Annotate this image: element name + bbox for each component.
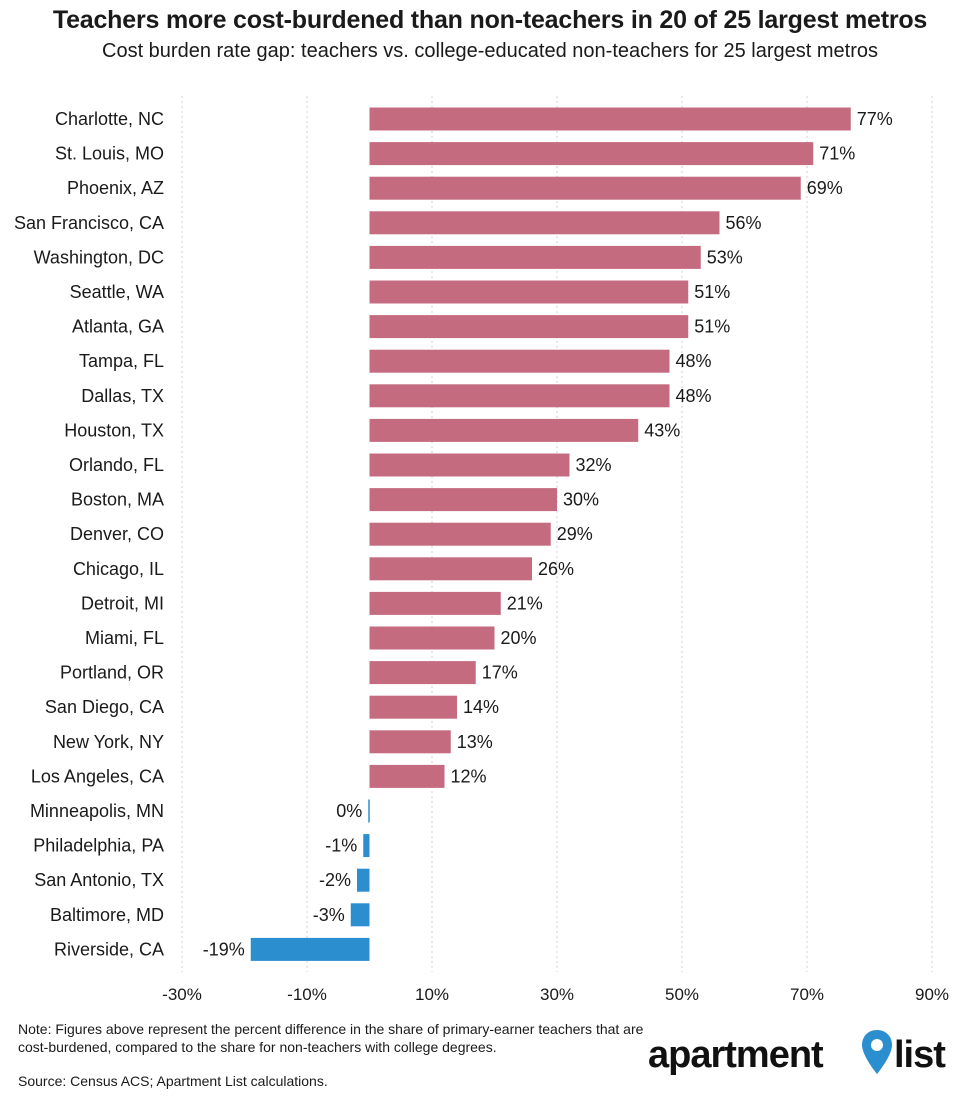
value-label: 32% (576, 455, 612, 475)
category-label: Riverside, CA (54, 939, 164, 959)
value-label: 14% (463, 697, 499, 717)
bar (369, 176, 801, 200)
bar (369, 695, 457, 719)
category-label: Atlanta, GA (72, 317, 164, 337)
value-labels: 77%71% 69% 56% 53% 51% 51% 48% 48% 43% 32% 30% 29% 2… (203, 109, 893, 959)
grid-lines (181, 96, 933, 972)
value-label: 43% (644, 420, 680, 440)
bar (250, 937, 370, 961)
logo-word-list: list (894, 1034, 946, 1076)
bar (363, 834, 370, 858)
x-tick-label: 10% (415, 985, 449, 1004)
bar (369, 626, 495, 650)
bar (369, 245, 701, 269)
bar (369, 280, 689, 304)
value-label: 53% (707, 247, 743, 267)
bar (369, 142, 814, 166)
value-label: 30% (563, 490, 599, 510)
category-label: Boston, MA (71, 490, 164, 510)
category-label: Dallas, TX (81, 386, 164, 406)
bar (369, 522, 551, 546)
x-tick-label: -30% (162, 985, 202, 1004)
category-label: St. Louis, MO (55, 144, 164, 164)
value-label: 48% (676, 386, 712, 406)
value-label: 29% (557, 524, 593, 544)
value-label: 20% (501, 628, 537, 648)
bars (250, 107, 851, 961)
value-label: 17% (482, 663, 518, 683)
value-label: 51% (694, 317, 730, 337)
value-label: 56% (726, 213, 762, 233)
category-label: Chicago, IL (73, 559, 164, 579)
chart-subtitle: Cost burden rate gap: teachers vs. colle… (102, 40, 878, 62)
bar (350, 903, 370, 927)
value-label: 77% (857, 109, 893, 129)
category-label: Baltimore, MD (50, 905, 164, 925)
category-label: Minneapolis, MN (30, 801, 164, 821)
value-label: 48% (676, 351, 712, 371)
bar (369, 557, 532, 581)
category-labels: Charlotte, NC St. Louis, MO Phoenix, AZ San… (14, 109, 164, 959)
value-label: 51% (694, 282, 730, 302)
category-label: San Diego, CA (45, 697, 164, 717)
value-label: 0% (336, 801, 362, 821)
value-label: 69% (807, 178, 843, 198)
bar (369, 107, 851, 131)
bar-chart: Charlotte, NC St. Louis, MO Phoenix, AZ San… (14, 96, 949, 1004)
value-label: 21% (507, 593, 543, 613)
value-label: 13% (457, 732, 493, 752)
value-label: -19% (203, 939, 245, 959)
value-label: -3% (313, 905, 345, 925)
bar (369, 384, 670, 408)
bar (369, 349, 670, 373)
chart-title: Teachers more cost-burdened than non-tea… (52, 6, 928, 34)
apartment-list-logo: apartment list (648, 1028, 968, 1088)
value-label: 26% (538, 559, 574, 579)
category-label: Portland, OR (60, 663, 164, 683)
map-pin-icon (862, 1030, 892, 1074)
category-label: Seattle, WA (70, 282, 164, 302)
category-label: San Francisco, CA (14, 213, 164, 233)
bar (368, 799, 370, 823)
category-label: Washington, DC (34, 247, 164, 267)
value-label: 71% (819, 144, 855, 164)
bar (369, 730, 451, 754)
x-tick-label: 30% (540, 985, 574, 1004)
bar (369, 591, 501, 615)
category-label: Miami, FL (85, 628, 164, 648)
logo-word-apartment: apartment (648, 1034, 824, 1076)
bar (369, 418, 639, 442)
category-label: Houston, TX (64, 420, 164, 440)
bar (369, 315, 689, 339)
category-label: Tampa, FL (79, 351, 164, 371)
source-text: Source: Census ACS; Apartment List calcu… (18, 1073, 328, 1089)
category-label: Denver, CO (70, 524, 164, 544)
category-label: Philadelphia, PA (33, 836, 164, 856)
bar (369, 453, 570, 477)
category-label: Detroit, MI (81, 593, 164, 613)
category-label: New York, NY (53, 732, 164, 752)
category-label: Phoenix, AZ (67, 178, 164, 198)
category-label: Los Angeles, CA (31, 766, 164, 786)
category-label: San Antonio, TX (34, 870, 164, 890)
x-tick-label: -10% (287, 985, 327, 1004)
category-label: Charlotte, NC (55, 109, 164, 129)
footnote: Note: Figures above represent the percen… (18, 1021, 644, 1055)
x-tick-label: 70% (790, 985, 824, 1004)
bar (357, 868, 370, 892)
bar (369, 764, 445, 788)
category-label: Orlando, FL (69, 455, 164, 475)
value-label: -1% (325, 836, 357, 856)
x-tick-label: 50% (665, 985, 699, 1004)
x-tick-label: 90% (915, 985, 949, 1004)
bar (369, 661, 476, 685)
x-axis-tick-labels: -30% -10% 10% 30% 50% 70% 90% (162, 985, 949, 1004)
value-label: 12% (451, 766, 487, 786)
bar (369, 488, 557, 512)
value-label: -2% (319, 870, 351, 890)
bar (369, 211, 720, 235)
